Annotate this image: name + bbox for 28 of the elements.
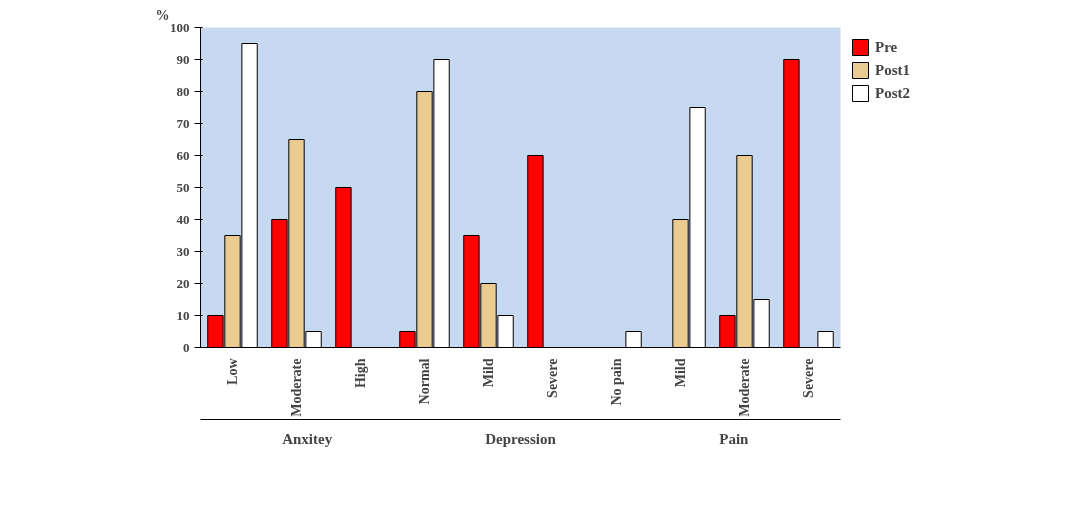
y-tick-label: 20 <box>176 275 190 291</box>
x-tick-label: High <box>353 358 368 389</box>
y-tick-label: 0 <box>183 339 190 355</box>
y-tick-label: 90 <box>176 51 190 67</box>
x-tick-label: Moderate <box>289 358 304 417</box>
x-tick-label: Mild <box>673 358 688 388</box>
x-tick-label: Severe <box>545 358 560 398</box>
y-axis-title: % <box>155 7 170 23</box>
x-tick-label: Low <box>225 357 240 385</box>
y-tick-label: 100 <box>170 19 190 35</box>
text: Pain <box>719 430 750 447</box>
y-tick-label: 40 <box>176 211 190 227</box>
legend-label: Post2 <box>875 84 910 102</box>
y-tick-label: 70 <box>176 115 190 131</box>
y-tick-label: 60 <box>176 147 190 163</box>
y-tick-label: 10 <box>176 307 190 323</box>
text: Depression <box>485 430 557 447</box>
y-tick-label: 30 <box>176 243 190 259</box>
x-tick-label: Normal <box>417 358 432 405</box>
x-tick-label: Mild <box>481 358 496 388</box>
legend-label: Post1 <box>875 61 910 79</box>
x-tick-label: No pain <box>609 358 624 406</box>
x-tick-label: Severe <box>801 358 816 398</box>
text: Anxitey <box>282 430 333 447</box>
y-tick-label: 80 <box>176 83 190 99</box>
legend-label: Pre <box>875 38 898 56</box>
x-tick-label: Moderate <box>737 358 752 417</box>
y-tick-label: 50 <box>176 179 190 195</box>
